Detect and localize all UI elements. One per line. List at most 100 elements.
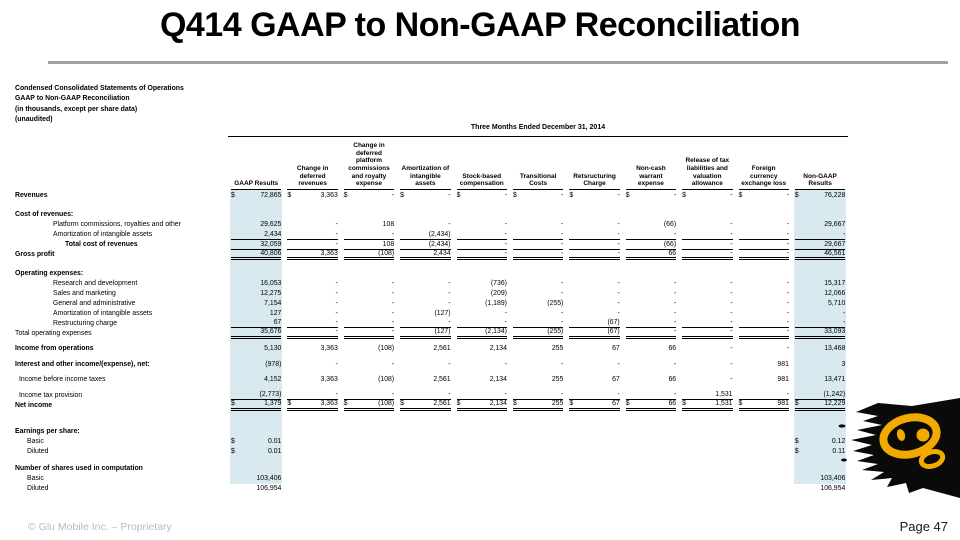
cell-value: 16,053 — [260, 279, 282, 287]
value-cell — [457, 437, 507, 447]
value-cell — [513, 474, 563, 484]
value-cell: (108) — [344, 375, 394, 386]
value-cell: - — [569, 230, 620, 240]
row-label: Restructuring charge — [53, 319, 117, 327]
cell-value: - — [617, 240, 620, 248]
cell-value: - — [730, 360, 733, 368]
column-header: Stock-based compensation — [456, 173, 507, 190]
cell-value: 13,468 — [824, 345, 846, 353]
value-cell: 12,066 — [795, 288, 845, 298]
value-cell: - — [739, 308, 789, 318]
cell-value: - — [561, 319, 564, 326]
table-row: Revenues $72,865 $3,363 $ - $ - $ - $ - $ - $ - $ - $ - $76… — [15, 190, 851, 201]
row-label: Total cost of revenues — [65, 241, 138, 248]
value-cell: $0.12 — [795, 437, 845, 447]
value-cell: (66) — [626, 220, 676, 230]
row-label: Number of shares used in computation — [15, 465, 143, 472]
value-cell: - — [569, 298, 619, 308]
cell-value: 33,093 — [824, 328, 846, 336]
column-header: Non-GAAP Results — [794, 173, 846, 190]
dollar-sign: $ — [682, 400, 686, 408]
cell-value: - — [504, 319, 507, 326]
dollar-sign: $ — [231, 400, 235, 408]
cell-value: - — [448, 191, 451, 199]
value-cell: - — [569, 390, 620, 400]
value-cell — [400, 447, 450, 457]
value-cell: 3,363 — [287, 344, 338, 355]
value-cell: - — [400, 288, 450, 298]
column-headers: GAAP Results Change in deferred revenues C… — [15, 137, 851, 190]
value-cell: 66 — [625, 249, 677, 260]
cell-value: - — [448, 279, 451, 287]
dollar-sign: $ — [682, 191, 686, 199]
value-cell: (127) — [400, 328, 451, 339]
cell-value: - — [391, 391, 395, 398]
value-cell — [626, 474, 676, 484]
dollar-sign: $ — [456, 191, 461, 199]
value-cell — [344, 474, 394, 484]
cell-value: - — [335, 309, 338, 317]
value-cell: (108) — [343, 250, 395, 260]
cell-value: - — [335, 279, 338, 287]
cell-value: 76,228 — [824, 191, 846, 199]
value-cell: - — [794, 318, 846, 328]
cell-value: 3,363 — [320, 345, 338, 353]
value-cell: $ - — [569, 190, 619, 201]
cell-value: - — [391, 319, 395, 326]
value-cell: - — [512, 240, 564, 250]
value-cell: $0.01 — [231, 447, 281, 457]
value-cell — [344, 447, 394, 457]
value-cell: 106,954 — [795, 484, 845, 494]
cell-value: 981 — [777, 376, 789, 384]
value-cell: (2,773) — [231, 390, 282, 400]
value-cell — [569, 484, 619, 494]
cell-value: 12,229 — [824, 400, 846, 408]
value-cell: - — [343, 390, 395, 400]
cell-value: - — [617, 289, 620, 297]
row-label: Amortization of intangible assets — [53, 309, 153, 317]
dollar-sign: $ — [343, 400, 348, 408]
value-cell: (2,434) — [400, 240, 451, 250]
cell-value: 40,806 — [260, 249, 282, 257]
cell-value: (66) — [663, 221, 677, 228]
dollar-sign: $ — [231, 191, 235, 199]
cell-value: 12,066 — [824, 289, 846, 297]
value-cell: - — [457, 308, 507, 318]
value-cell: 1,531 — [682, 390, 733, 400]
cell-value: 66 — [668, 249, 677, 257]
cell-value: - — [561, 309, 564, 317]
value-cell: - — [456, 318, 507, 328]
value-cell: - — [795, 308, 845, 318]
value-cell: - — [456, 230, 507, 240]
row-label: General and administrative — [53, 299, 136, 307]
cell-value: - — [843, 309, 846, 317]
table-spacer-row — [15, 260, 851, 268]
value-cell: (255) — [512, 328, 564, 339]
table-row: Diluted 106,954 106,954 — [15, 484, 851, 494]
value-cell: - — [626, 298, 676, 308]
reconciliation-table: Three Months Ended December 31, 2014 GAA… — [15, 124, 851, 494]
cell-value: - — [335, 221, 338, 228]
dollar-sign: $ — [738, 191, 743, 199]
cell-value: - — [561, 230, 564, 238]
value-cell — [457, 474, 507, 484]
cell-value: 5,710 — [828, 299, 846, 307]
value-cell: - — [682, 278, 732, 288]
value-cell — [287, 437, 337, 447]
table-row: Total cost of revenues 32,059 - 108 (2,434) -… — [15, 240, 851, 250]
value-cell: $3,363 — [287, 190, 337, 201]
value-cell: 5,710 — [795, 298, 845, 308]
table-row: Gross profit 40,806 3,363 (108) 2,434 - - - 66 - -… — [15, 249, 851, 260]
value-cell: - — [739, 344, 789, 355]
value-cell: (127) — [400, 308, 450, 318]
value-cell: $255 — [512, 400, 564, 411]
table-row: Platform commissions, royalties and othe… — [15, 220, 851, 230]
cell-value: - — [561, 221, 564, 228]
cell-value: - — [730, 289, 733, 297]
value-cell: 103,406 — [795, 474, 845, 484]
value-cell: (255) — [513, 298, 563, 308]
cell-value: - — [673, 191, 677, 199]
value-cell: - — [625, 390, 677, 400]
cell-value: (255) — [547, 328, 564, 336]
cell-value: - — [335, 299, 338, 307]
